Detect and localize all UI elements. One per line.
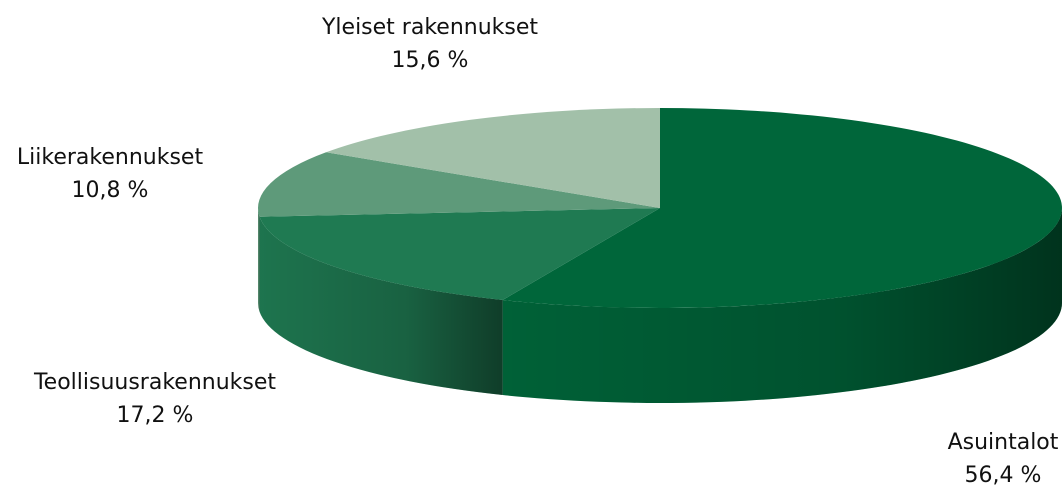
slice-value-label: 17,2 % [117,403,194,428]
pie-slice [259,208,660,301]
pie-slice [502,108,1062,308]
slice-label: Liikerakennukset [17,145,204,170]
slice-label: Asuintalot [948,430,1059,455]
slice-label: Yleiset rakennukset [321,15,538,40]
side-shade [258,208,260,312]
slice-label: Teollisuusrakennukset [33,370,276,395]
slice-value-label: 56,4 % [965,463,1042,488]
pie-slice [258,152,660,217]
slice-value-label: 10,8 % [72,178,149,203]
side-shade [502,208,1062,403]
slice-value-label: 15,6 % [392,48,469,73]
side-shade [259,216,503,396]
pie-slice [326,108,660,208]
